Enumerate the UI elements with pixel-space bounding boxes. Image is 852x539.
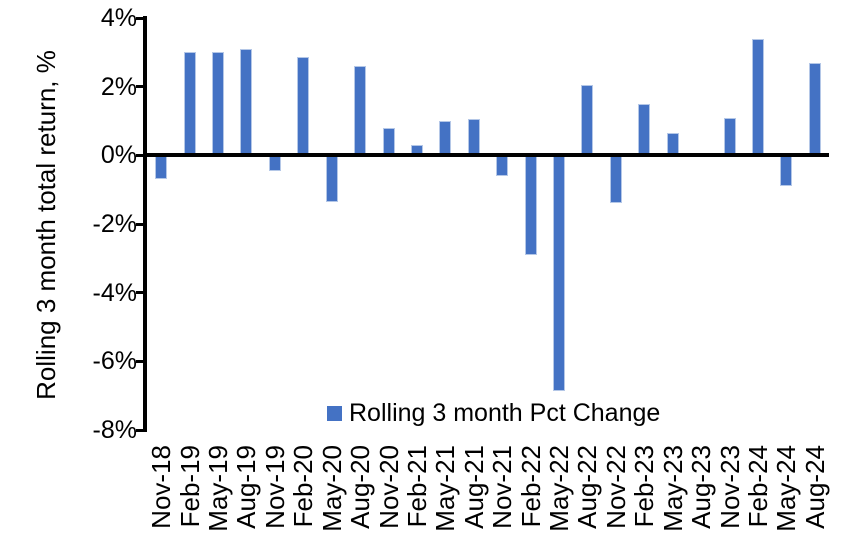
bar-May-22 (553, 155, 566, 391)
x-tick-label: Nov-20 (373, 445, 404, 529)
x-tick-label: Feb-19 (174, 445, 205, 528)
y-tick-mark (136, 291, 145, 295)
bar-May-21 (439, 121, 452, 156)
bar-Feb-24 (751, 38, 764, 156)
x-tick-label: Aug-19 (231, 445, 262, 529)
x-tick-label: Aug-21 (458, 445, 489, 529)
x-tick-label: Feb-23 (629, 445, 660, 528)
bar-Nov-19 (268, 155, 281, 171)
bar-Aug-20 (354, 66, 367, 156)
y-tick-label: 2% (100, 72, 137, 101)
y-tick-mark (136, 16, 145, 20)
y-axis-line (143, 16, 147, 432)
y-tick-label: -2% (92, 210, 137, 238)
bar-Nov-18 (155, 155, 168, 180)
bar-May-19 (212, 52, 225, 156)
x-tick-label: Aug-22 (572, 445, 603, 529)
x-tick-label: May-22 (544, 445, 575, 532)
bar-May-23 (666, 133, 679, 156)
bar-May-20 (325, 155, 338, 202)
bar-Nov-22 (609, 155, 622, 204)
y-tick-mark (136, 85, 145, 89)
bar-Feb-19 (183, 52, 196, 156)
x-tick-label: Nov-18 (146, 445, 177, 529)
x-tick-label: Aug-24 (799, 445, 830, 529)
x-tick-label: Nov-19 (259, 445, 290, 529)
bar-Feb-22 (524, 155, 537, 255)
y-tick-mark (136, 428, 145, 432)
legend: Rolling 3 month Pct Change (327, 398, 660, 428)
y-tick-label: -8% (92, 416, 137, 444)
x-tick-label: Aug-23 (686, 445, 717, 529)
bar-Feb-23 (638, 103, 651, 156)
zero-line (143, 153, 829, 158)
x-tick-label: Feb-20 (288, 445, 319, 528)
y-tick-label: -4% (92, 278, 137, 307)
x-tick-label: May-23 (657, 445, 688, 532)
y-tick-label: -6% (92, 347, 137, 376)
x-tick-label: Nov-21 (487, 445, 518, 529)
legend-marker-square-icon (327, 405, 342, 421)
y-tick-label: 4% (100, 4, 137, 32)
x-tick-label: May-21 (430, 445, 461, 532)
bar-Nov-21 (496, 155, 509, 176)
bar-Nov-20 (382, 127, 395, 156)
x-tick-label: Feb-21 (401, 445, 432, 528)
bar-May-24 (780, 155, 793, 187)
bar-Aug-22 (581, 84, 594, 156)
bar-Feb-20 (297, 57, 310, 156)
x-tick-label: May-24 (771, 445, 802, 532)
x-tick-label: May-20 (316, 445, 347, 532)
y-tick-mark (136, 153, 145, 157)
x-tick-label: Feb-22 (515, 445, 546, 528)
x-tick-label: May-19 (203, 445, 234, 532)
bar-Aug-24 (808, 62, 821, 156)
bar-Nov-23 (723, 117, 736, 156)
y-axis-title: Rolling 3 month total return, % (31, 50, 61, 400)
legend-label: Rolling 3 month Pct Change (349, 399, 661, 427)
x-tick-label: Aug-20 (345, 445, 376, 529)
bar-Aug-21 (467, 119, 480, 156)
y-tick-mark (136, 359, 145, 363)
x-tick-label: Nov-23 (714, 445, 745, 529)
x-tick-label: Feb-24 (742, 445, 773, 528)
bar-Aug-19 (240, 48, 253, 156)
x-tick-label: Nov-22 (600, 445, 631, 529)
y-tick-label: 0% (100, 141, 137, 170)
y-tick-mark (136, 222, 145, 226)
